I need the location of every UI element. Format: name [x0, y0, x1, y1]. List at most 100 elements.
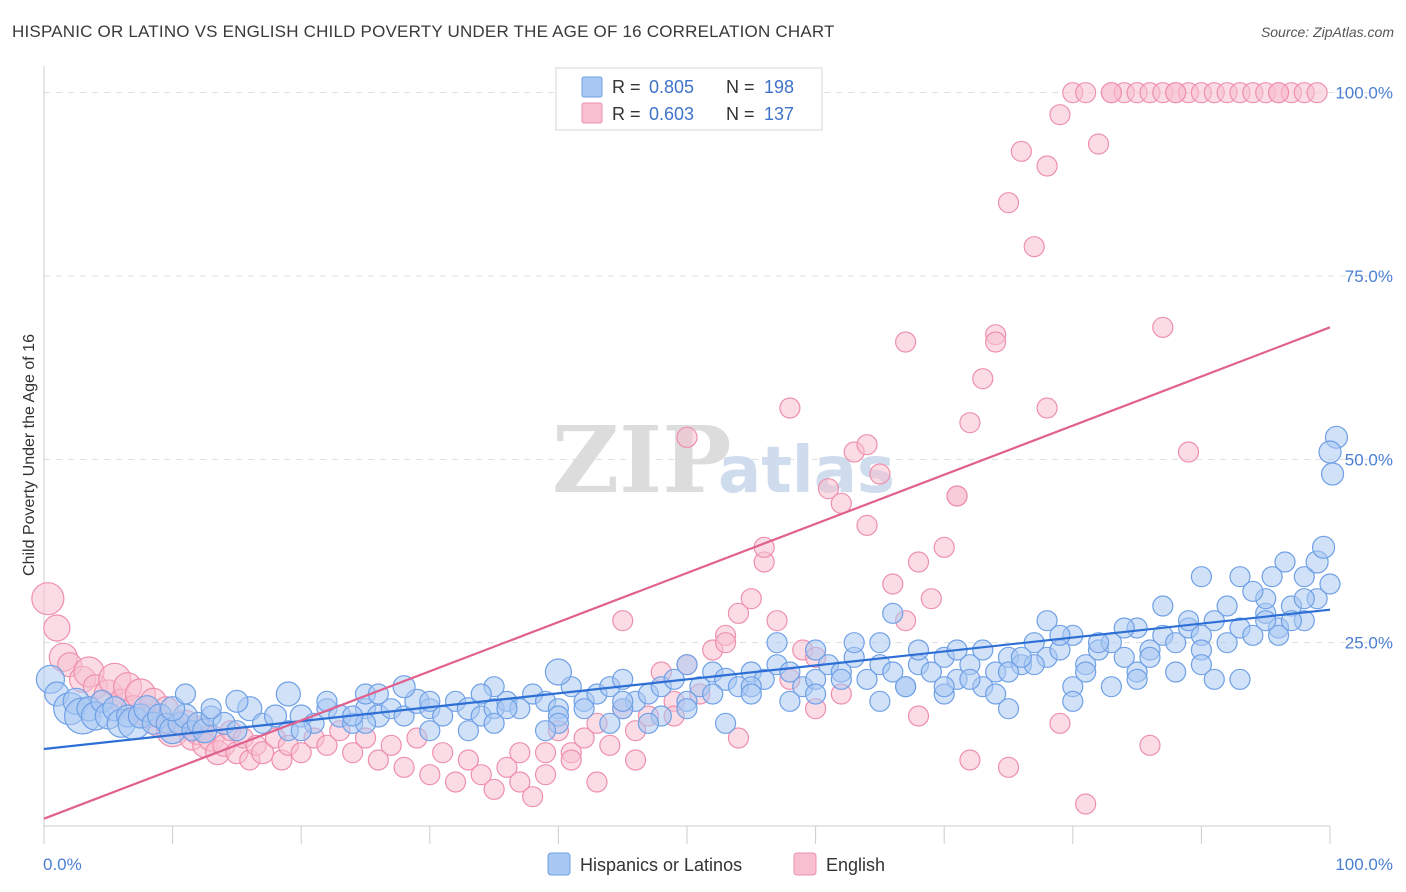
hispanic-point [804, 683, 827, 705]
hispanic-point [856, 668, 878, 690]
x-tick-right: 100.0% [1335, 855, 1393, 874]
hispanic-point [457, 720, 479, 742]
bottom-legend-swatch-blue [547, 852, 571, 876]
hispanic-point [1320, 462, 1345, 486]
hispanic-point [1274, 551, 1296, 573]
y-axis-label: Child Poverty Under the Age of 16 [21, 334, 38, 576]
english-point [483, 778, 505, 800]
hispanic-point [1152, 595, 1174, 617]
hispanic-point [676, 654, 698, 676]
hispanic-point [1165, 661, 1187, 683]
english-point [612, 610, 634, 632]
hispanic-point [1075, 661, 1097, 683]
y-tick-label: 75.0% [1345, 267, 1393, 286]
english-point [817, 478, 840, 500]
hispanic-point [843, 632, 865, 654]
hispanic-point [1087, 632, 1110, 654]
hispanic-point [1126, 668, 1148, 690]
hispanic-point [959, 668, 981, 690]
english-point [1023, 236, 1045, 258]
grid-lines [44, 92, 1370, 644]
legend-swatch-pink [581, 102, 603, 124]
hispanic-point [470, 683, 492, 705]
legend-r-label-2: R = [612, 104, 641, 124]
english-point [444, 771, 467, 793]
english-point [393, 756, 415, 778]
english-point [43, 614, 71, 642]
x-tick-left: 0.0% [43, 855, 82, 874]
hispanic-point [882, 661, 904, 683]
english-point [1049, 104, 1071, 126]
english-point [959, 749, 981, 771]
hispanic-point [869, 690, 891, 712]
hispanic-point [1216, 595, 1238, 617]
english-point [522, 786, 544, 808]
hispanic-point [496, 698, 518, 720]
hispanic-point [920, 661, 942, 683]
hispanic-point [907, 639, 930, 661]
english-point [419, 764, 441, 786]
hispanic-point [612, 668, 634, 690]
bottom-legend-label-english: English [826, 855, 885, 875]
english-point [1036, 397, 1058, 419]
legend-n-label-2: N = [726, 104, 755, 124]
watermark-zip: ZIP [552, 406, 731, 514]
english-point [1152, 316, 1174, 338]
legend-r-label-1: R = [612, 77, 641, 97]
hispanic-point [714, 712, 737, 734]
chart-title: HISPANIC OR LATINO VS ENGLISH CHILD POVE… [12, 22, 835, 41]
hispanic-point [1216, 632, 1238, 654]
english-point [714, 632, 737, 654]
english-point [1165, 82, 1187, 104]
hispanic-point [779, 690, 801, 712]
hispanic-point [1100, 676, 1122, 698]
english-point [457, 749, 479, 771]
english-point [766, 610, 788, 632]
hispanic-point [1293, 588, 1315, 610]
english-point [316, 734, 338, 756]
english-point [1267, 82, 1290, 104]
english-point [985, 331, 1007, 353]
hispanic-point [972, 639, 994, 661]
hispanic-point [1113, 646, 1135, 668]
y-tick-label: 25.0% [1345, 634, 1393, 653]
hispanic-point [534, 720, 557, 742]
hispanic-point [612, 690, 634, 712]
english-point [907, 705, 930, 727]
hispanic-point [1203, 668, 1225, 690]
hispanic-point [985, 683, 1007, 705]
english-point [907, 551, 930, 573]
hispanic-point [160, 696, 186, 722]
hispanic-point [882, 602, 904, 624]
hispanic-point [1049, 624, 1071, 646]
english-point [856, 434, 878, 456]
hispanic-point [263, 704, 288, 728]
english-point [586, 771, 608, 793]
english-point [856, 514, 878, 536]
english-point [972, 368, 994, 390]
english-point [1075, 793, 1097, 815]
hispanic-point [226, 720, 248, 742]
english-point [997, 192, 1020, 214]
hispanic-point [1229, 668, 1251, 690]
hispanic-point [830, 668, 852, 690]
hispanic-point [895, 676, 917, 698]
english-point [920, 588, 942, 610]
axes [43, 66, 1331, 844]
hispanic-point [1190, 566, 1213, 588]
hispanic-point [1319, 573, 1341, 595]
english-point [624, 749, 647, 771]
hispanic-point [997, 698, 1020, 720]
english-point [779, 397, 801, 419]
english-point [727, 727, 750, 749]
hispanic-point [225, 689, 249, 713]
y-tick-labels: 25.0% 50.0% 75.0% 100.0% [1335, 84, 1393, 653]
hispanic-point [1318, 440, 1342, 464]
english-point [959, 412, 981, 434]
legend-swatch-blue [581, 76, 603, 98]
correlation-legend: R = 0.805 N = 198 R = 0.603 N = 137 [555, 67, 823, 131]
hispanic-point [275, 681, 301, 707]
legend-n-value-1: 198 [764, 77, 794, 97]
english-point [560, 749, 582, 771]
